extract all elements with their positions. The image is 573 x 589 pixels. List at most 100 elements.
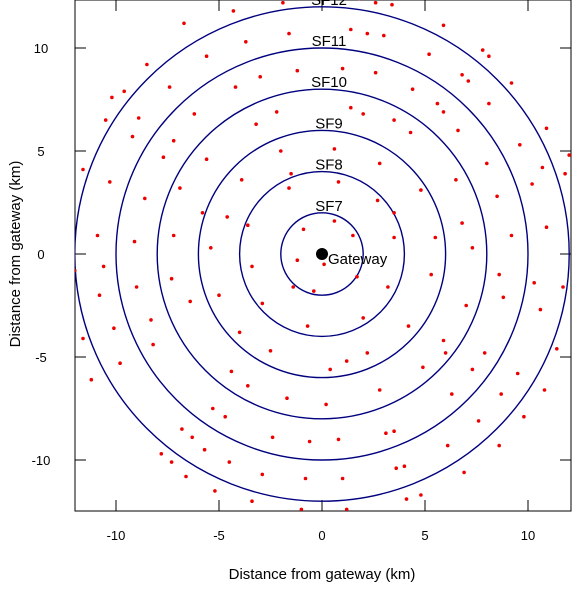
device-point [229,369,234,374]
device-point [487,54,491,58]
device-point [487,101,491,106]
device-point [279,149,283,153]
device-point [392,235,396,240]
device-point [386,285,390,289]
device-point [305,324,310,328]
device-point [270,435,275,440]
device-point [274,110,279,114]
device-point [225,215,229,219]
device-point [322,262,326,267]
device-point [171,233,176,238]
device-point [268,349,273,353]
device-point [419,188,423,192]
device-point [69,302,73,306]
device-point [112,326,116,331]
device-point [167,85,172,89]
device-point [295,68,300,73]
device-point [532,281,536,285]
x-tick-label: 10 [521,528,535,543]
device-point [470,367,475,372]
device-point [254,122,258,126]
device-point [402,464,407,469]
device-point [151,342,155,347]
device-point [349,27,353,32]
device-point [301,227,306,232]
device-point [159,452,164,456]
device-point [392,118,396,122]
device-point [375,198,380,203]
device-point [182,21,186,26]
device-point [250,499,254,504]
device-point [450,392,454,396]
device-point [246,223,250,227]
y-axis-ticks: -10 -5 0 5 10 [32,41,571,468]
device-point [377,388,382,392]
device-point [392,211,396,215]
device-point [373,0,378,5]
x-axis-title: Distance from gateway (km) [229,566,416,583]
device-point [332,147,337,151]
device-point [384,431,388,436]
device-point [81,167,85,172]
ring-sf9 [197,129,447,379]
device-point [509,233,514,238]
device-point [169,460,174,464]
device-point [65,228,69,232]
device-point [555,347,559,351]
device-point [239,178,244,182]
device-point [497,443,502,448]
device-point [180,427,184,431]
device-point [480,48,485,52]
device-point [136,116,141,120]
device-point [143,196,147,201]
device-point [349,105,353,110]
ring-label-sf8: SF8 [315,157,343,174]
device-point [145,62,149,67]
device-point [281,0,285,5]
device-point [544,225,549,229]
device-point [445,443,450,448]
device-point [223,414,227,419]
ring-sf10 [156,88,488,420]
device-point [200,211,205,215]
device-point [161,155,166,159]
device-point [89,377,94,382]
device-point [190,435,194,440]
device-point [441,23,446,28]
device-point [132,239,137,244]
device-point [295,258,300,263]
device-point [542,388,547,392]
device-point [204,157,209,161]
device-point [567,153,571,157]
device-point [518,143,522,147]
device-point [149,318,153,322]
device-point [260,301,265,306]
device-point [231,9,236,13]
device-point [394,466,399,471]
device-point [563,171,567,176]
device-point [522,414,526,419]
device-point [192,112,197,116]
sf-ring-labels: SF7 SF8 SF9 SF10 SF11 SF12 [311,0,347,215]
device-point [435,101,440,106]
gateway-marker [316,248,328,260]
device-point [515,371,520,376]
device-point [324,402,328,407]
device-point [184,474,188,479]
device-point [122,89,126,94]
y-tick-label: 0 [37,247,44,262]
y-axis-title: Distance from gateway (km) [7,161,24,348]
device-point [470,246,475,250]
device-point [250,264,254,269]
x-tick-label: -5 [213,528,225,543]
device-point [227,460,232,464]
x-axis-ticks: -10 -5 0 5 10 [107,0,535,543]
device-point [419,493,423,497]
device-point [344,359,349,363]
device-point [538,307,543,312]
device-point [441,110,446,114]
device-point [213,489,217,493]
plot-area: SF7 SF8 SF9 SF10 SF11 SF12 Gateway [65,0,571,511]
device-point [178,186,182,190]
ring-label-sf11: SF11 [312,33,347,50]
